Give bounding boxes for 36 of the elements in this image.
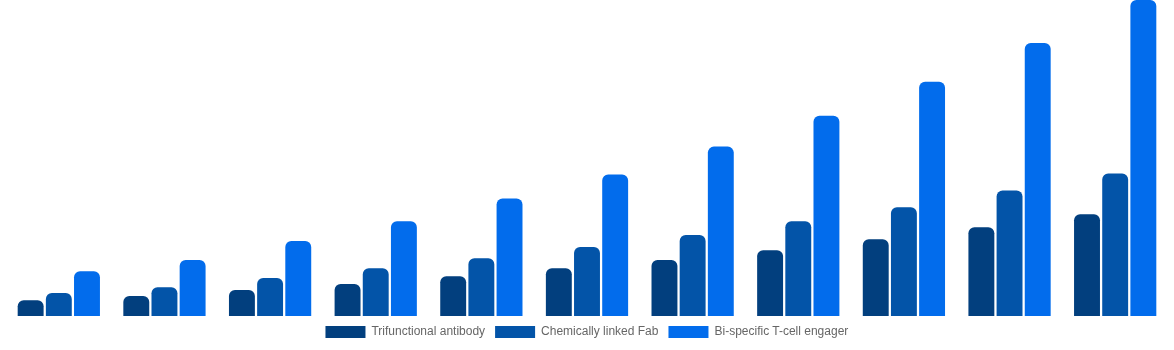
bar — [545, 268, 572, 316]
bar — [440, 276, 467, 316]
bar — [1130, 0, 1157, 316]
bar — [785, 221, 812, 316]
bar — [151, 287, 178, 316]
bar — [707, 146, 734, 316]
legend-label: Bi-specific T-cell engager — [714, 324, 849, 339]
bar — [390, 221, 417, 316]
bar — [257, 278, 284, 316]
legend-label: Chemically linked Fab — [541, 324, 659, 339]
bar — [228, 290, 255, 316]
legend-label: Trifunctional antibody — [371, 324, 486, 339]
bar — [757, 250, 784, 316]
bar — [179, 260, 206, 316]
bar — [679, 235, 706, 316]
bar — [74, 271, 100, 316]
bar — [1024, 42, 1051, 316]
bar — [362, 268, 389, 316]
bar — [468, 258, 495, 316]
bar — [968, 227, 995, 316]
bar — [651, 260, 678, 316]
bar — [1102, 173, 1129, 316]
bar — [123, 296, 150, 316]
bar — [602, 174, 629, 316]
bar — [574, 247, 600, 316]
bar — [813, 115, 840, 316]
bar — [285, 241, 312, 316]
bar — [45, 292, 72, 316]
bar — [334, 284, 361, 316]
bar — [919, 81, 946, 316]
bar — [17, 300, 44, 316]
bar — [996, 190, 1023, 316]
bar — [1074, 214, 1100, 316]
bar — [496, 198, 523, 316]
bar — [890, 207, 917, 316]
bar — [862, 239, 889, 316]
